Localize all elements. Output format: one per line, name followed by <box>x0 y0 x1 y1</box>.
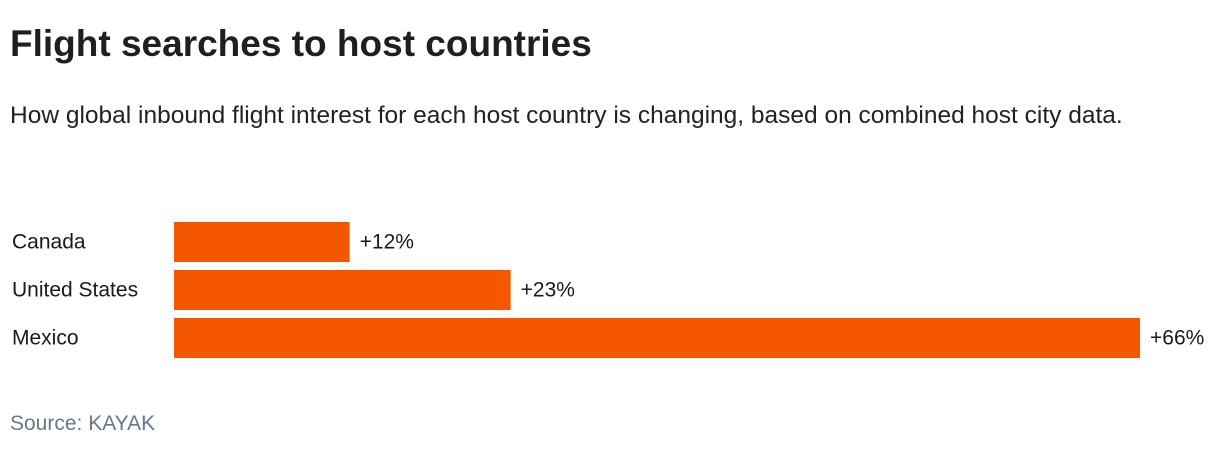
chart-subtitle: How global inbound flight interest for e… <box>10 96 1215 136</box>
chart-title: Flight searches to host countries <box>10 20 592 68</box>
category-label: Canada <box>12 231 86 254</box>
value-label: +66% <box>1150 327 1204 350</box>
bar-chart-svg: Canada +12% United States +23% Mexico +66% <box>0 210 1220 370</box>
value-label: +23% <box>521 279 575 302</box>
category-label: United States <box>12 279 138 302</box>
source-note: Source: KAYAK <box>10 410 155 438</box>
bar-chart: Canada +12% United States +23% Mexico +66% <box>0 210 1220 370</box>
value-label: +12% <box>360 231 414 254</box>
bar <box>174 222 350 262</box>
bar <box>174 270 511 310</box>
bar <box>174 318 1140 358</box>
category-label: Mexico <box>12 327 79 350</box>
